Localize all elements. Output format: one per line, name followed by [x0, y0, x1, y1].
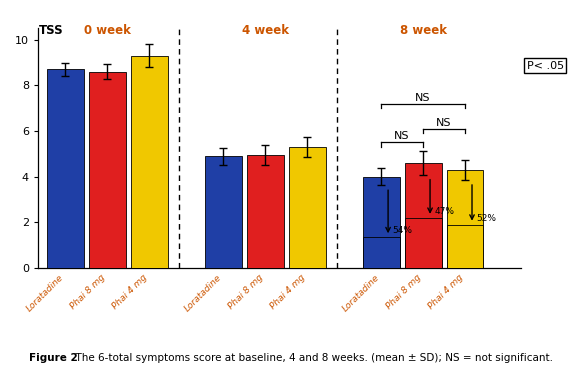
Text: NS: NS: [415, 92, 431, 103]
Text: NS: NS: [436, 118, 452, 128]
Text: TSS: TSS: [39, 24, 64, 37]
Bar: [47, 69, 84, 268]
Text: 47%: 47%: [434, 207, 454, 216]
Text: The 6-total symptoms score at baseline, 4 and 8 weeks. (mean ± SD); NS = not sig: The 6-total symptoms score at baseline, …: [69, 353, 553, 363]
Text: 0 week: 0 week: [84, 24, 131, 37]
Bar: [131, 55, 168, 268]
Bar: [447, 225, 483, 268]
Bar: [247, 155, 283, 268]
Bar: [405, 163, 441, 268]
Text: NS: NS: [394, 131, 410, 141]
Text: 54%: 54%: [392, 227, 412, 235]
Text: Figure 2: Figure 2: [29, 353, 78, 363]
Text: P< .05: P< .05: [526, 61, 564, 71]
Bar: [89, 72, 126, 268]
Bar: [447, 170, 483, 268]
Bar: [289, 147, 325, 268]
Text: 52%: 52%: [476, 214, 496, 223]
Text: 4 week: 4 week: [241, 24, 289, 37]
Text: 8 week: 8 week: [399, 24, 447, 37]
Bar: [405, 218, 441, 268]
Bar: [205, 156, 241, 268]
Bar: [363, 237, 399, 268]
Bar: [363, 177, 399, 268]
